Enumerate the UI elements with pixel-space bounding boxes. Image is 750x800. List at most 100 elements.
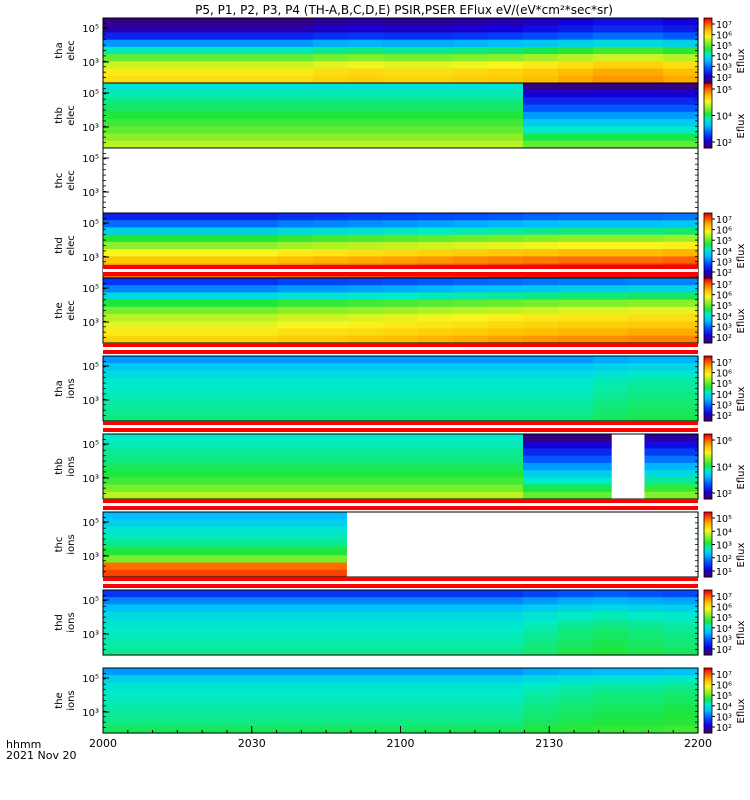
heatmap-cell: [663, 370, 699, 379]
heatmap-cell: [278, 470, 314, 478]
heatmap-cell: [243, 370, 279, 379]
heatmap-cell: [523, 220, 559, 229]
colorbar-swatch: [704, 226, 712, 229]
heatmap-cell: [453, 133, 489, 142]
colorbar-swatch: [704, 526, 712, 529]
colorbar-swatch: [704, 276, 712, 279]
colorbar-swatch: [704, 625, 712, 628]
colorbar-swatch: [704, 539, 712, 542]
colorbar-tick-label: 10³: [716, 541, 732, 552]
heatmap-cell: [208, 111, 244, 120]
heatmap-cell: [488, 718, 524, 727]
heatmap-cell: [138, 97, 174, 106]
heatmap-cell: [138, 696, 174, 705]
heatmap-cell: [348, 434, 384, 442]
heatmap-cell: [488, 611, 524, 620]
heatmap-cell: [278, 377, 314, 386]
colorbar-swatch: [704, 45, 712, 48]
heatmap-cell: [558, 704, 594, 712]
heatmap-cell: [383, 292, 419, 301]
heatmap-cell: [208, 512, 244, 520]
heatmap-cell: [138, 533, 174, 542]
colorbar-swatch: [704, 378, 712, 381]
colorbar-swatch: [704, 593, 712, 596]
heatmap-cell: [418, 406, 454, 415]
heatmap-cell: [278, 462, 314, 471]
heatmap-cell: [348, 470, 384, 478]
heatmap-cell: [243, 278, 279, 286]
heatmap-cell: [523, 377, 559, 386]
heatmap-cell: [348, 39, 384, 48]
colorbar-swatch: [704, 395, 712, 398]
heatmap-cell: [313, 83, 349, 91]
colorbar-swatch: [704, 529, 712, 533]
colorbar-swatch: [704, 318, 712, 321]
flag-bar-stripe: [103, 425, 698, 428]
heatmap-cell: [523, 392, 559, 400]
heatmap-cell: [278, 241, 314, 250]
heatmap-cell: [173, 227, 209, 236]
heatmap-cell: [138, 328, 174, 337]
colorbar-swatch: [704, 113, 712, 117]
colorbar-swatch: [704, 515, 712, 518]
heatmap-cell: [663, 618, 699, 627]
colorbar-swatch: [704, 399, 712, 403]
y-tick-label: 10⁵: [82, 89, 99, 100]
heatmap-cell: [138, 256, 174, 265]
heatmap-cell: [488, 68, 524, 77]
heatmap-cell: [453, 213, 489, 221]
heatmap-cell: [173, 562, 209, 571]
colorbar-swatch: [704, 442, 712, 445]
heatmap-cell: [173, 83, 209, 91]
heatmap-cell: [663, 39, 699, 48]
heatmap-cell: [558, 328, 594, 337]
heatmap-cell: [243, 32, 279, 41]
heatmap-cell: [523, 633, 559, 642]
colorbar-tick-label: 10⁴: [716, 52, 732, 63]
colorbar-swatch: [704, 512, 712, 515]
heatmap-cell: [138, 470, 174, 478]
heatmap-cell: [383, 618, 419, 627]
heatmap-cell: [593, 718, 629, 727]
heatmap-cell: [138, 335, 174, 344]
heatmap-cell: [558, 604, 594, 613]
colorbar-tick-label: 10²: [716, 268, 732, 279]
heatmap-cell: [348, 234, 384, 243]
heatmap-cell: [348, 335, 384, 344]
heatmap-cell: [593, 68, 629, 77]
heatmap-cell: [523, 32, 559, 41]
heatmap-cell: [488, 83, 524, 91]
heatmap-cell: [243, 90, 279, 99]
heatmap-cell: [243, 292, 279, 301]
heatmap-cell: [243, 356, 279, 364]
heatmap-cell: [663, 633, 699, 642]
heatmap-cell: [243, 306, 279, 315]
heatmap-cell: [453, 725, 489, 734]
heatmap-cell: [138, 227, 174, 236]
heatmap-cell: [173, 133, 209, 142]
heatmap-cell: [313, 104, 349, 113]
heatmap-cell: [243, 104, 279, 113]
colorbar-swatch: [704, 266, 712, 269]
heatmap-cell: [418, 399, 454, 408]
heatmap-cell: [173, 299, 209, 308]
heatmap-cell: [628, 133, 664, 142]
heatmap-cell: [103, 647, 139, 656]
heatmap-cell: [663, 377, 699, 386]
heatmap-cell: [208, 555, 244, 564]
heatmap-cell: [453, 484, 489, 493]
colorbar-swatch: [704, 112, 712, 115]
heatmap-cell: [383, 696, 419, 705]
heatmap-cell: [523, 39, 559, 48]
heatmap-cell: [278, 321, 314, 330]
heatmap-cell: [523, 611, 559, 620]
heatmap-cell: [558, 90, 594, 99]
colorbar-swatch: [704, 76, 712, 79]
heatmap-cell: [313, 299, 349, 308]
heatmap-cell: [663, 413, 699, 422]
heatmap-cell: [348, 97, 384, 106]
heatmap-cell: [103, 484, 139, 493]
colorbar-swatch: [704, 474, 712, 477]
